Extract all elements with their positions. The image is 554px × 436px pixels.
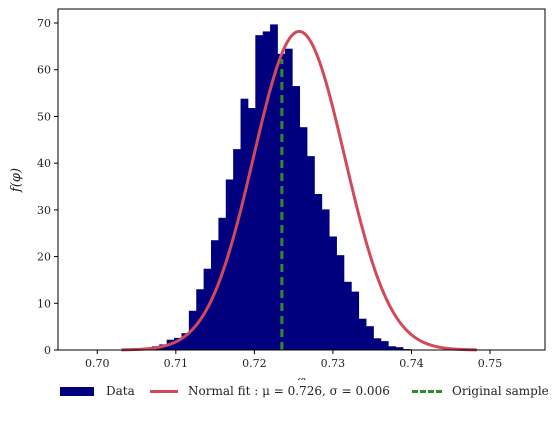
x-axis-label: φ <box>296 374 306 380</box>
histogram-bar <box>174 337 182 350</box>
y-tick-label: 0 <box>44 344 51 357</box>
histogram-bar <box>218 217 227 350</box>
histogram-bar <box>270 24 278 350</box>
legend-label-data: Data <box>106 384 135 398</box>
histogram-bar <box>321 209 330 350</box>
histogram-bar <box>395 347 404 350</box>
y-tick-label: 20 <box>37 251 51 264</box>
histogram-bar <box>181 333 190 350</box>
y-axis: 0 10 20 30 40 50 60 70 <box>37 17 58 357</box>
x-tick-label: 0.74 <box>399 357 424 370</box>
legend-swatch-fit <box>150 389 178 393</box>
histogram-bar <box>225 179 234 350</box>
y-tick-label: 30 <box>37 204 51 217</box>
x-axis: 0.70 0.71 0.72 0.73 0.74 0.75 <box>85 350 502 370</box>
y-tick-label: 40 <box>37 157 51 170</box>
y-tick-label: 60 <box>37 64 51 77</box>
x-tick-label: 0.75 <box>478 357 503 370</box>
legend-item-fit: Normal fit : μ = 0.726, σ = 0.006 <box>150 384 390 398</box>
y-tick-label: 70 <box>37 17 51 30</box>
legend-item-sample: Original sample <box>412 384 549 398</box>
histogram-bar <box>373 338 382 350</box>
x-tick-label: 0.72 <box>242 357 267 370</box>
histogram-bar <box>255 35 264 350</box>
histogram-bar <box>306 156 315 350</box>
histogram-bar <box>299 127 308 350</box>
histogram-bar <box>329 236 337 350</box>
histogram-bar <box>366 326 374 350</box>
x-tick-label: 0.73 <box>321 357 346 370</box>
x-tick-label: 0.71 <box>164 357 189 370</box>
histogram-bar <box>358 318 367 350</box>
series-layer <box>121 29 477 352</box>
histogram-bar <box>314 193 323 350</box>
legend: Data Normal fit : μ = 0.726, σ = 0.006 O… <box>0 384 554 404</box>
histogram-bar <box>233 149 241 350</box>
histogram-bar <box>336 255 345 350</box>
histogram-bar <box>240 98 249 350</box>
histogram-bar <box>292 86 301 350</box>
plot-frame <box>57 8 546 351</box>
histogram-bar <box>351 291 360 350</box>
y-tick-label: 10 <box>37 297 51 310</box>
histogram-bar <box>388 346 397 350</box>
chart: 0.70 0.71 0.72 0.73 0.74 0.75 0 10 20 30 40 50 60 70… <box>9 8 546 380</box>
histogram-bar <box>343 281 352 350</box>
histogram-bar <box>247 108 256 350</box>
histogram-bar <box>380 341 389 350</box>
plot-area <box>57 8 546 352</box>
legend-item-data: Data <box>60 384 135 398</box>
histogram-bar <box>262 31 271 351</box>
legend-swatch-sample <box>412 389 442 393</box>
legend-label-fit: Normal fit : μ = 0.726, σ = 0.006 <box>188 384 390 398</box>
histogram-bar <box>284 48 293 351</box>
y-tick-label: 50 <box>37 110 51 123</box>
x-tick-label: 0.70 <box>85 357 110 370</box>
legend-swatch-data <box>60 386 94 396</box>
normal-fit-line <box>121 29 477 352</box>
legend-label-sample: Original sample <box>452 384 549 398</box>
y-axis-label: f(φ) <box>9 168 24 193</box>
